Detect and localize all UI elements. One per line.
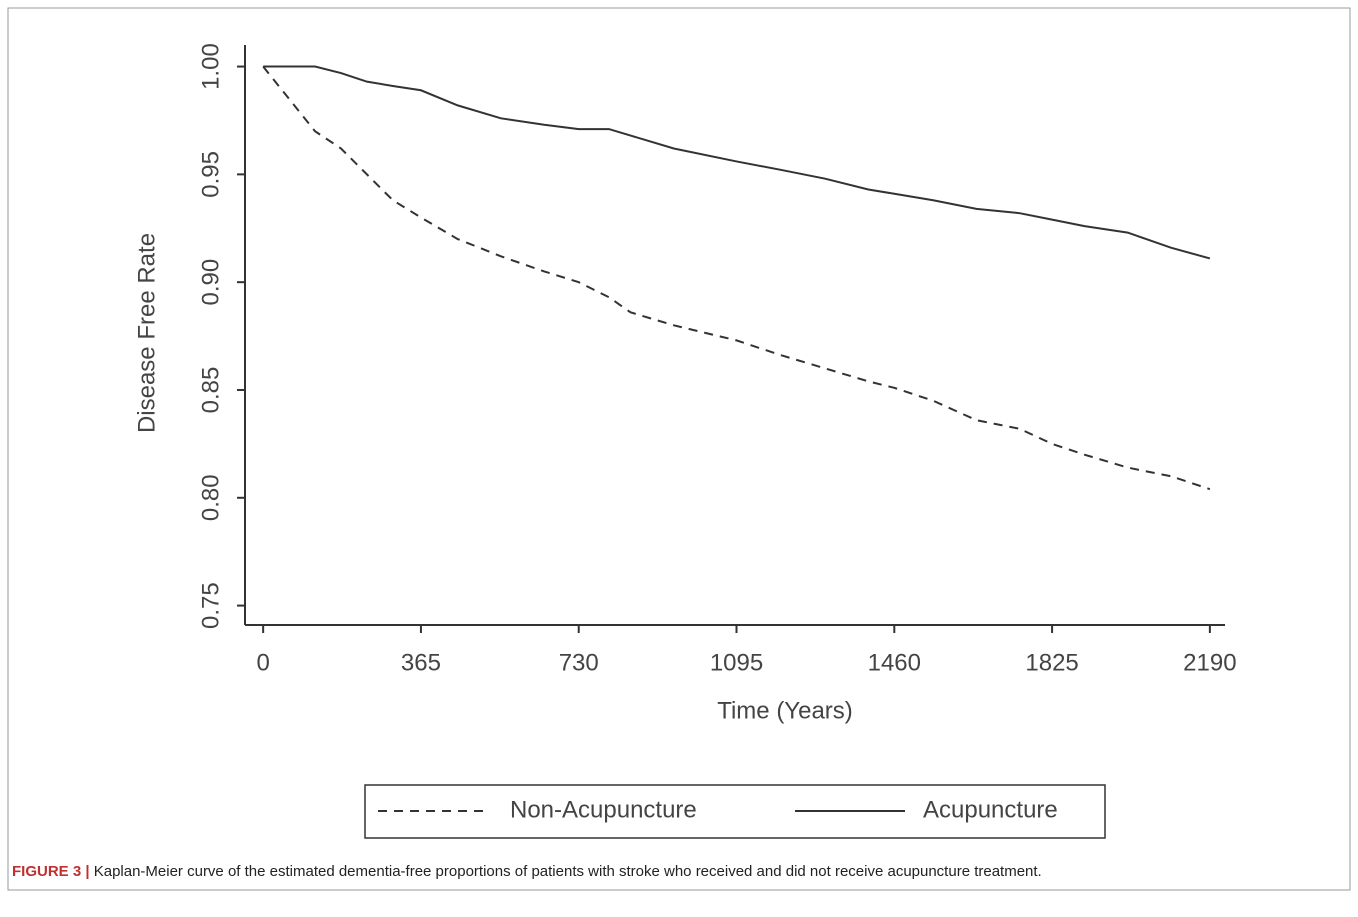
x-axis-label: Time (Years): [717, 697, 853, 724]
y-axis-label: Disease Free Rate: [133, 233, 160, 433]
y-tick-label: 0.90: [197, 259, 224, 306]
y-tick-label: 0.85: [197, 367, 224, 414]
x-tick-label: 1095: [710, 649, 763, 676]
y-tick-label: 1.00: [197, 43, 224, 90]
x-tick-label: 2190: [1183, 649, 1236, 676]
caption: FIGURE 3 | Kaplan-Meier curve of the est…: [12, 863, 1042, 880]
legend-label: Non-Acupuncture: [510, 796, 697, 823]
y-tick-label: 0.75: [197, 582, 224, 629]
caption-text: Kaplan-Meier curve of the estimated deme…: [94, 863, 1042, 880]
y-tick-label: 0.80: [197, 474, 224, 521]
legend-label: Acupuncture: [923, 796, 1058, 823]
x-tick-label: 365: [401, 649, 441, 676]
x-tick-label: 1460: [868, 649, 921, 676]
legend-box: [364, 784, 1106, 839]
caption-label: FIGURE 3 |: [12, 863, 90, 880]
km-curve: [262, 65, 1211, 491]
x-tick-label: 730: [559, 649, 599, 676]
x-tick-label: 1825: [1025, 649, 1078, 676]
figure-frame: [7, 7, 1351, 891]
x-tick-label: 0: [256, 649, 269, 676]
km-curve: [263, 65, 1211, 260]
y-tick-label: 0.95: [197, 151, 224, 198]
